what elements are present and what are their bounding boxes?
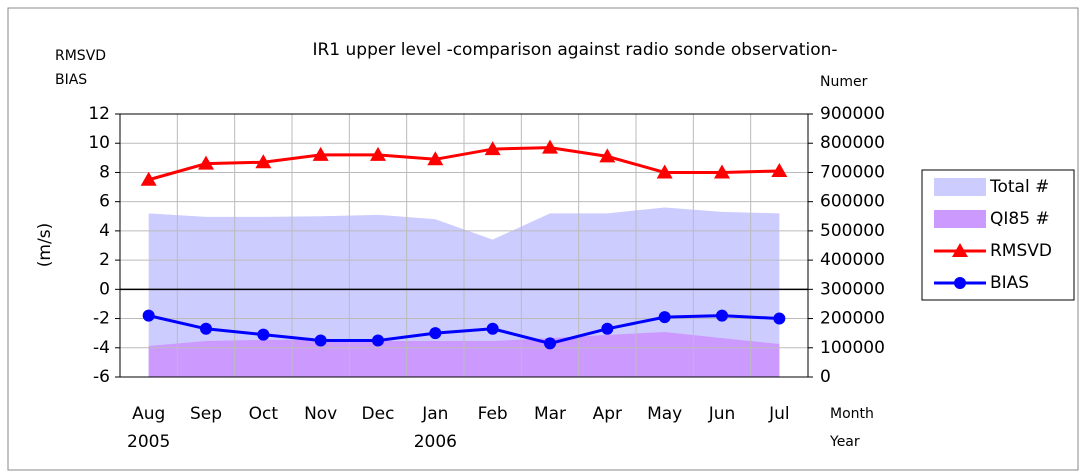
y2-tick-label: 100000 (820, 338, 885, 358)
x-year-label: 2006 (414, 432, 457, 452)
y2-tick-label: 500000 (820, 221, 885, 241)
x-tick-label: Oct (249, 404, 279, 424)
x-tick-label: Mar (534, 404, 566, 424)
marker (312, 146, 329, 161)
x-tick-label: Feb (478, 404, 508, 424)
legend-label: Total # (989, 177, 1049, 197)
y-tick-label: -6 (93, 367, 110, 387)
marker (773, 312, 786, 325)
marker (429, 327, 442, 340)
marker (599, 148, 616, 163)
y-tick-label: -4 (93, 338, 110, 358)
y2-tick-label: 900000 (820, 104, 885, 124)
y-axis-label: BIAS (55, 72, 87, 88)
x-axis-label: Year (829, 434, 860, 450)
marker (370, 146, 386, 161)
x-tick-label: Apr (593, 404, 622, 424)
x-tick-label: Aug (132, 404, 165, 424)
y-tick-label: 12 (88, 104, 110, 124)
x-tick-label: Jul (768, 404, 790, 424)
y-axis-label: RMSVD (55, 48, 106, 64)
marker (372, 334, 384, 347)
legend-swatch (934, 178, 986, 196)
y2-tick-label: 800000 (820, 133, 885, 153)
marker (314, 334, 327, 347)
y2-tick-label: 0 (820, 367, 831, 387)
marker (257, 328, 270, 341)
y2-axis-label: Numer (820, 74, 868, 90)
chart-title: IR1 upper level -comparison against radi… (312, 40, 837, 60)
marker (427, 151, 444, 166)
legend-label: RMSVD (990, 241, 1052, 261)
y-tick-label: -2 (93, 309, 110, 329)
marker (198, 155, 214, 170)
legend-label: BIAS (990, 273, 1029, 293)
marker (140, 171, 157, 186)
x-tick-label: Dec (362, 404, 395, 424)
marker (486, 322, 499, 335)
x-tick-label: Sep (190, 404, 222, 424)
legend-marker (954, 277, 966, 289)
marker (142, 309, 155, 322)
x-tick-label: May (647, 404, 682, 424)
marker (714, 164, 730, 179)
legend-label: QI85 # (990, 209, 1050, 229)
marker (200, 322, 212, 335)
line (148, 146, 780, 182)
marker (542, 139, 558, 154)
y-tick-label: 4 (99, 221, 110, 241)
line (148, 314, 780, 345)
y2-tick-label: 600000 (820, 192, 885, 212)
y2-tick-label: 200000 (820, 309, 885, 329)
y2-tick-label: 400000 (820, 250, 885, 270)
marker (255, 154, 272, 169)
y-tick-label: 0 (99, 279, 110, 299)
y2-tick-label: 300000 (820, 279, 885, 299)
y-tick-label: 6 (99, 192, 110, 212)
y-tick-label: 2 (99, 250, 110, 270)
y-axis-unit: (m/s) (35, 223, 55, 267)
y-tick-label: 10 (88, 133, 110, 153)
x-tick-label: Nov (304, 404, 337, 424)
marker (656, 164, 673, 179)
marker (716, 309, 728, 322)
marker (601, 322, 614, 335)
marker (658, 311, 671, 324)
x-axis-label: Month (830, 406, 874, 422)
y2-tick-label: 700000 (820, 162, 885, 182)
marker (484, 141, 501, 156)
y-tick-label: 8 (99, 162, 110, 182)
x-year-label: 2005 (127, 432, 170, 452)
marker (544, 337, 556, 350)
legend-swatch (934, 210, 986, 228)
legend-marker (952, 243, 968, 257)
plot-border (119, 113, 809, 378)
marker (771, 162, 788, 177)
x-tick-label: Jan (421, 404, 448, 424)
x-tick-label: Jun (708, 404, 736, 424)
